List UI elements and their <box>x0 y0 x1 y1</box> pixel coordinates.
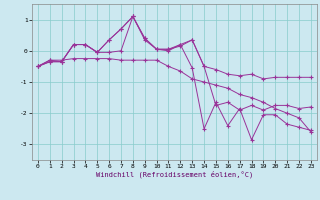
X-axis label: Windchill (Refroidissement éolien,°C): Windchill (Refroidissement éolien,°C) <box>96 171 253 178</box>
